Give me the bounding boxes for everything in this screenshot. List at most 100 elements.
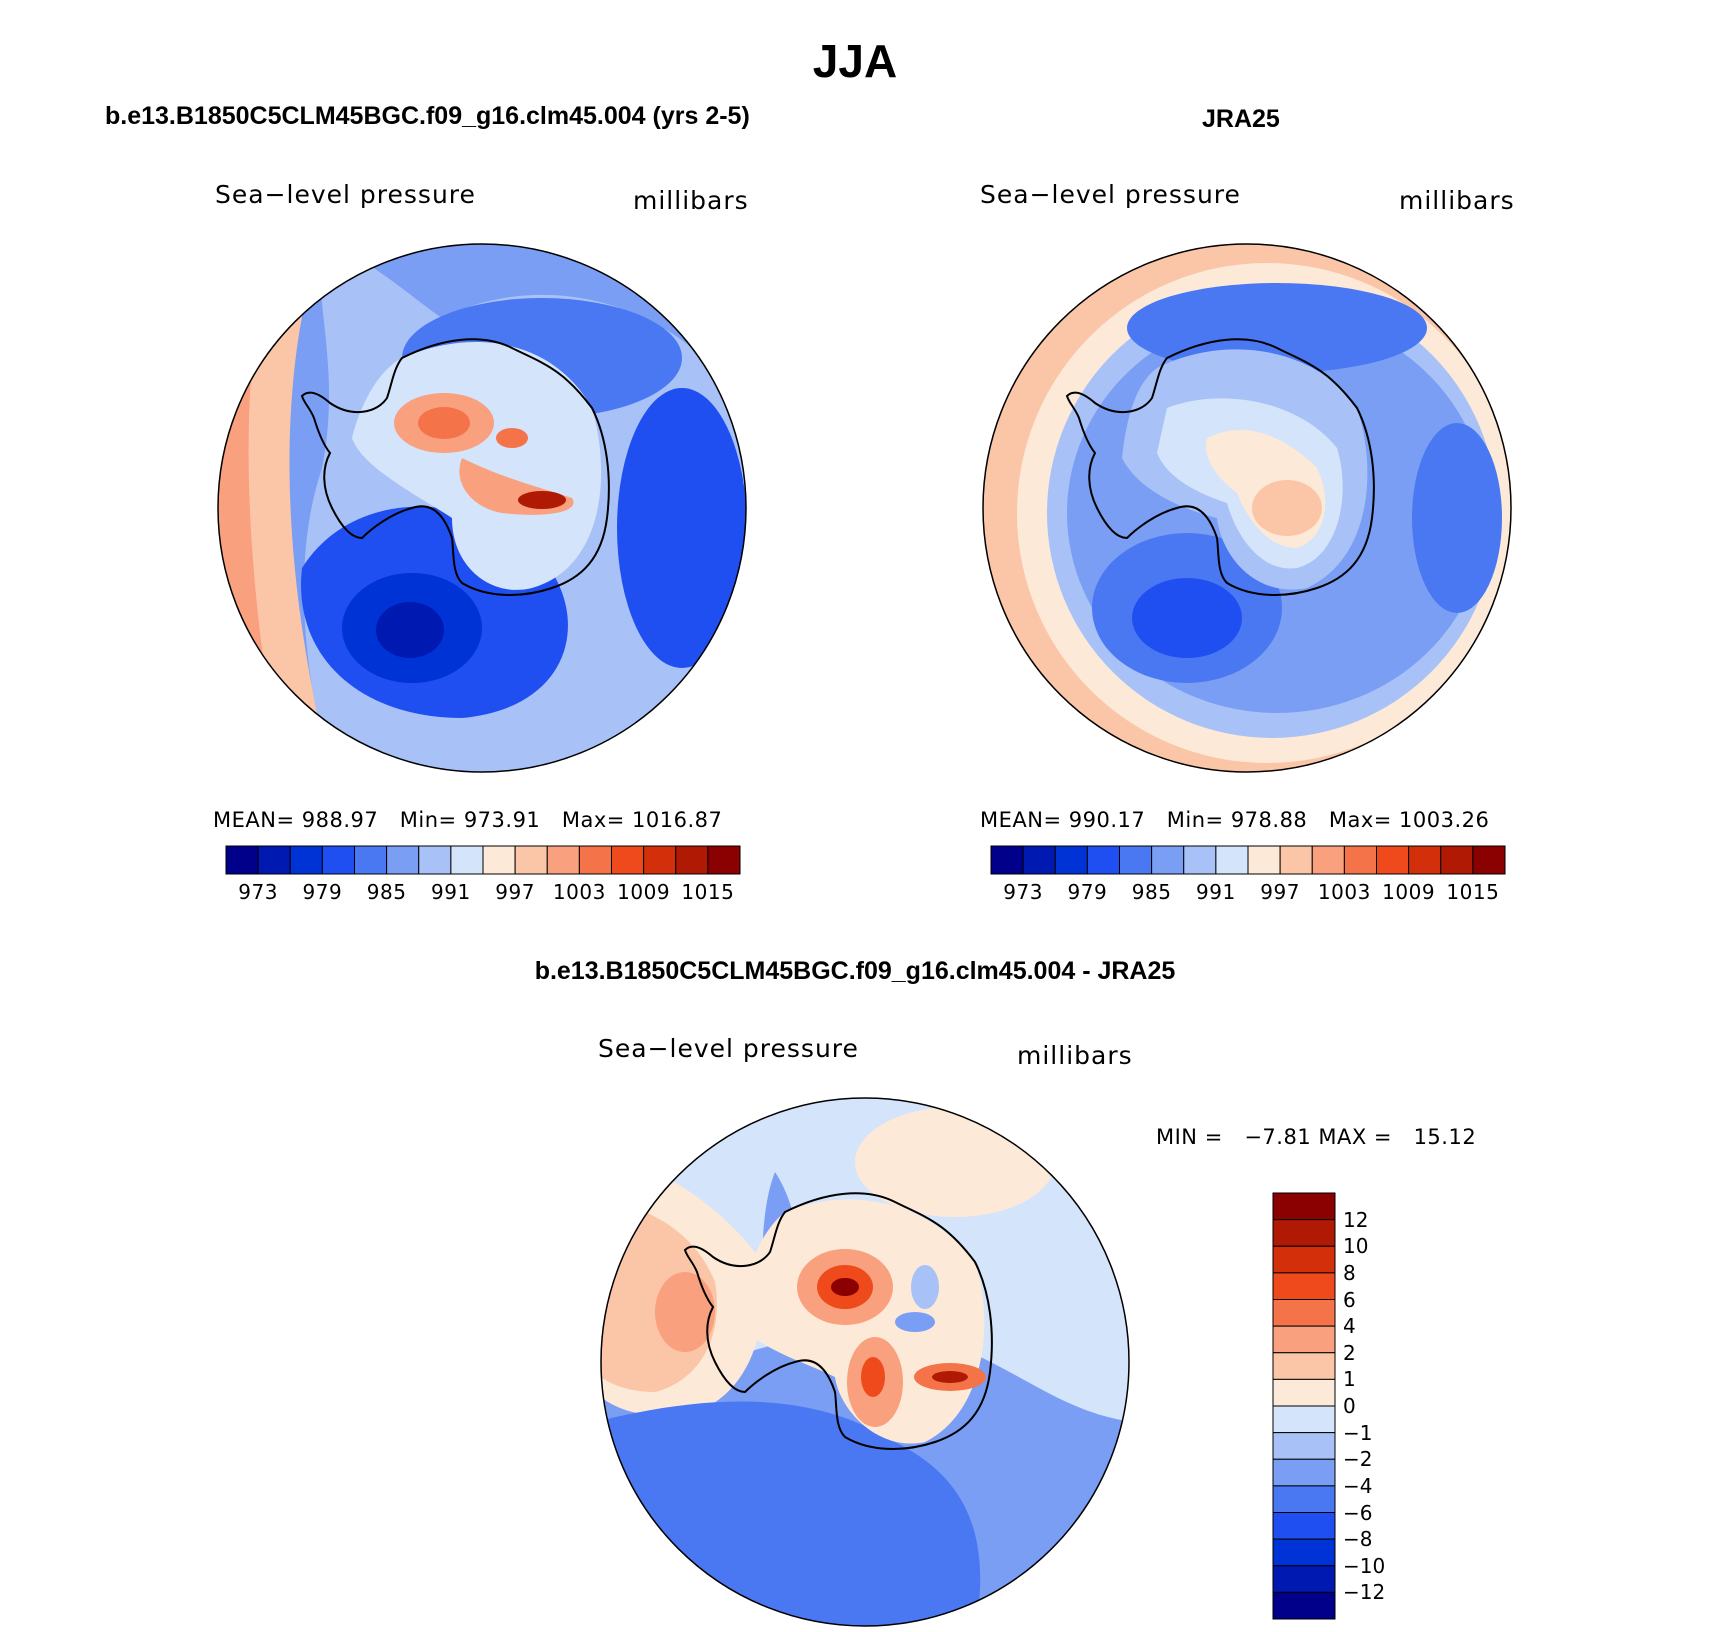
variable-label-model: Sea−level pressure (215, 180, 476, 209)
mean-value: 990.17 (1068, 808, 1146, 832)
colorbar-swatch (990, 845, 1024, 875)
min-value: 973.91 (463, 808, 541, 832)
high-max-east (518, 491, 566, 509)
high-dome-west-core (418, 407, 470, 439)
high-east-core (932, 1371, 968, 1383)
colorbar-tick-label: 1009 (617, 880, 671, 904)
colorbar-tick-label: −4 (1343, 1473, 1373, 1498)
colorbar-model-labels: 973 979 985 991 997 1003 1009 1015 (226, 880, 740, 908)
colorbar-swatch (1086, 845, 1121, 875)
colorbar-swatch (257, 845, 291, 875)
colorbar-tick-label: 12 (1343, 1207, 1369, 1232)
colorbar-tick-label: 6 (1343, 1287, 1356, 1312)
colorbar-swatch (1343, 845, 1378, 875)
high-west-dome-max (831, 1278, 859, 1296)
low-north (1127, 283, 1427, 373)
units-label-model: millibars (633, 186, 749, 215)
stats-model: MEAN= 988.97 Min= 973.91 Max= 1016.87 (213, 808, 722, 832)
colorbar-tick-label: −6 (1343, 1500, 1373, 1525)
colorbar-swatch (1279, 845, 1313, 875)
low-east (1412, 423, 1502, 613)
stats-obs: MEAN= 990.17 Min= 978.88 Max= 1003.26 (980, 808, 1489, 832)
variable-label-obs: Sea−level pressure (980, 180, 1241, 209)
colorbar-swatch (1472, 845, 1506, 875)
colorbar-model (225, 845, 741, 875)
colorbar-swatch (1272, 1219, 1336, 1247)
colorbar-tick-label: −1 (1343, 1420, 1373, 1445)
colorbar-swatch (675, 845, 709, 875)
colorbar-swatch (418, 845, 452, 875)
colorbar-tick-label: −10 (1343, 1553, 1386, 1578)
min-value: 978.88 (1230, 808, 1308, 832)
polar-map-diff (600, 1097, 1130, 1627)
colorbar-tick-label: 973 (238, 880, 278, 904)
colorbar-swatch (1272, 1405, 1336, 1434)
colorbar-tick-label: 985 (1131, 880, 1172, 904)
colorbar-swatch (1272, 1272, 1336, 1301)
mean-value: 988.97 (301, 808, 379, 832)
colorbar-swatch (1022, 845, 1056, 875)
field-positive-northeast (855, 1107, 1055, 1217)
colorbar-swatch (1272, 1378, 1336, 1407)
colorbar-swatch (1119, 845, 1153, 875)
colorbar-swatch (1054, 845, 1088, 875)
figure-title: JJA (812, 35, 898, 87)
colorbar-swatch (1272, 1591, 1336, 1620)
antarctica-coastline (1065, 338, 1375, 596)
colorbar-tick-label: 997 (1260, 880, 1300, 904)
colorbar-tick-label: 1003 (552, 880, 606, 904)
antarctica-coastline (683, 1192, 993, 1450)
colorbar-tick-label: 973 (1003, 880, 1043, 904)
low-east-spot (895, 1312, 935, 1332)
min-label: MIN = (1156, 1125, 1223, 1149)
colorbar-swatch (578, 845, 613, 875)
colorbar-tick-label: 1009 (1382, 880, 1436, 904)
colorbar-swatch (482, 845, 516, 875)
colorbar-tick-label: 979 (1067, 880, 1108, 904)
max-label: MAX = (1318, 1125, 1393, 1149)
colorbar-swatch (289, 845, 323, 875)
variable-label-diff: Sea−level pressure (598, 1034, 859, 1063)
colorbar-swatch (611, 845, 645, 875)
colorbar-swatch (1272, 1538, 1336, 1567)
max-value: 15.12 (1413, 1125, 1477, 1149)
colorbar-swatch (1183, 845, 1217, 875)
colorbar-tick-label: 1015 (1446, 880, 1500, 904)
high-south-ridge-core (861, 1357, 885, 1397)
colorbar-tick-label: 985 (366, 880, 407, 904)
colorbar-swatch (1311, 845, 1345, 875)
colorbar-swatch (514, 845, 548, 875)
colorbar-tick-label: −2 (1343, 1447, 1373, 1472)
panel-title-model: b.e13.B1850C5CLM45BGC.f09_g16.clm45.004 … (105, 102, 750, 130)
colorbar-swatch (1272, 1192, 1336, 1221)
colorbar-tick-label: −8 (1343, 1527, 1373, 1552)
colorbar-swatch (1247, 845, 1281, 875)
low-east (617, 388, 746, 668)
colorbar-tick-label: 10 (1343, 1234, 1369, 1259)
panel-title-obs: JRA25 (1202, 105, 1280, 133)
colorbar-swatch (354, 845, 388, 875)
high-plateau-core (1252, 480, 1322, 536)
colorbar-tick-label: 991 (431, 880, 471, 904)
colorbar-swatch (450, 845, 484, 875)
colorbar-tick-label: 1015 (681, 880, 735, 904)
colorbar-swatch (1376, 845, 1410, 875)
colorbar-tick-label: 4 (1343, 1314, 1356, 1339)
mean-label: MEAN= (213, 808, 295, 832)
units-label-diff: millibars (1017, 1041, 1133, 1070)
colorbar-tick-label: 1 (1343, 1367, 1356, 1392)
colorbar-swatch (1272, 1458, 1336, 1487)
colorbar-tick-label: −12 (1343, 1580, 1386, 1605)
colorbar-tick-label: 997 (495, 880, 535, 904)
low-core-ross-sea (1132, 578, 1242, 658)
colorbar-swatch (1272, 1565, 1336, 1593)
units-label-obs: millibars (1399, 186, 1515, 215)
max-label: Max= (1328, 808, 1392, 832)
colorbar-swatch (1440, 845, 1474, 875)
colorbar-swatch (1272, 1512, 1336, 1540)
max-label: Max= (561, 808, 625, 832)
colorbar-swatch (1215, 845, 1249, 875)
max-value: 1016.87 (632, 808, 723, 832)
polar-map-model (217, 243, 747, 773)
max-value: 1003.26 (1399, 808, 1490, 832)
